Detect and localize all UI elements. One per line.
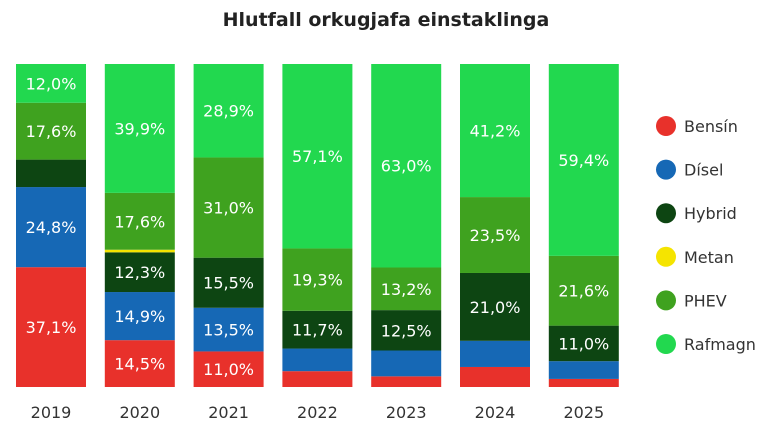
bar-segment-dísel-2025 (548, 361, 619, 379)
bar-segment-bensín-2019 (16, 267, 86, 387)
bar-segment-bensín-2020 (104, 340, 175, 387)
data-label: 59,4% (558, 151, 609, 170)
x-tick-label: 2019 (31, 403, 72, 422)
data-label: 15,5% (203, 274, 254, 293)
data-label: 17,6% (114, 212, 165, 231)
data-label: 14,9% (114, 307, 165, 326)
bar-segment-hybrid-2025 (548, 325, 619, 362)
data-label: 12,0% (26, 74, 77, 93)
legend-marker-bensín (656, 116, 676, 136)
data-label: 13,2% (381, 280, 432, 299)
legend-label-bensín: Bensín (684, 117, 738, 136)
legend-label-dísel: Dísel (684, 161, 723, 180)
bar-segment-rafmagn-2025 (548, 64, 619, 256)
bar-segment-hybrid-2022 (282, 310, 353, 349)
legend-marker-hybrid (656, 203, 676, 224)
bar-segment-dísel-2020 (104, 292, 175, 341)
data-label: 37,1% (26, 318, 77, 337)
bar-segment-bensín-2021 (193, 351, 264, 387)
data-label: 19,3% (292, 271, 343, 290)
bar-segment-dísel-2023 (371, 350, 442, 377)
data-label: 11,0% (203, 360, 254, 379)
bar-segment-bensín-2023 (371, 376, 442, 387)
legend: Bensín Dísel Hybrid Metan PHEV Rafmagn (656, 116, 756, 354)
data-label: 12,3% (114, 263, 165, 282)
legend-marker-dísel (656, 159, 676, 180)
bar-segment-dísel-2021 (193, 307, 264, 352)
bar-segment-phev-2019 (16, 102, 86, 160)
bar-segment-phev-2020 (104, 192, 175, 250)
bar-segment-phev-2023 (371, 267, 442, 311)
bar-segment-bensín-2025 (548, 378, 619, 387)
data-label: 11,0% (558, 334, 609, 353)
x-tick-label: 2025 (563, 403, 604, 422)
data-label: 28,9% (203, 102, 254, 121)
legend-marker-metan (656, 246, 676, 267)
bar-segment-rafmagn-2019 (16, 64, 86, 103)
x-tick-label: 2021 (208, 403, 249, 422)
x-tick-label: 2020 (119, 403, 160, 422)
bar-segment-bensín-2024 (460, 366, 530, 387)
data-label: 11,7% (292, 321, 343, 340)
legend-label-rafmagn: Rafmagn (684, 335, 756, 354)
legend-marker-rafmagn (656, 334, 676, 354)
bar-segment-phev-2025 (548, 255, 619, 326)
data-label: 63,0% (381, 157, 432, 176)
data-label: 24,8% (26, 218, 77, 237)
bar-segment-hybrid-2024 (460, 272, 530, 341)
bar-segment-hybrid-2021 (193, 257, 264, 308)
legend-marker-phev (656, 290, 676, 311)
legend-label-metan: Metan (684, 248, 734, 267)
bar-segment-dísel-2022 (282, 348, 353, 372)
bar-segment-phev-2024 (460, 197, 530, 273)
bar-segment-rafmagn-2021 (193, 64, 264, 158)
data-label: 31,0% (203, 199, 254, 218)
data-label: 21,6% (558, 282, 609, 301)
bar-segment-dísel-2024 (460, 340, 530, 367)
bar-segment-hybrid-2020 (104, 252, 175, 293)
bar-segment-rafmagn-2020 (104, 64, 175, 193)
bar-segment-phev-2022 (282, 248, 353, 311)
bar-segment-metan-2020 (104, 249, 175, 253)
data-label: 23,5% (470, 226, 521, 245)
bar-segment-dísel-2019 (16, 187, 86, 268)
x-axis-ticks: 2019 2020 2021 2022 2023 2024 2025 (31, 403, 605, 422)
bar-segment-rafmagn-2024 (460, 64, 530, 198)
data-label: 13,5% (203, 321, 254, 340)
data-label: 39,9% (114, 119, 165, 138)
legend-label-hybrid: Hybrid (684, 204, 737, 223)
data-label: 57,1% (292, 147, 343, 166)
data-label: 17,6% (26, 122, 77, 141)
bar-segment-hybrid-2019 (16, 159, 86, 188)
data-label: 21,0% (470, 298, 521, 317)
bar-segment-phev-2021 (193, 157, 264, 258)
bar-segment-rafmagn-2022 (282, 64, 353, 249)
data-label: 12,5% (381, 321, 432, 340)
x-tick-label: 2024 (475, 403, 516, 422)
data-label: 14,5% (114, 355, 165, 374)
bars: 37,1% 24,8% 17,6% 12,0% 14,5% 14,9% 12,3% 17,6%… (16, 64, 619, 387)
data-label: 41,2% (470, 122, 521, 141)
bar-segment-rafmagn-2023 (371, 64, 442, 268)
bar-segment-hybrid-2023 (371, 310, 442, 351)
bar-segment-bensín-2022 (282, 371, 353, 387)
x-tick-label: 2023 (386, 403, 427, 422)
legend-label-phev: PHEV (684, 291, 727, 310)
chart-title: Hlutfall orkugjafa einstaklinga (223, 9, 550, 31)
x-tick-label: 2022 (297, 403, 338, 422)
